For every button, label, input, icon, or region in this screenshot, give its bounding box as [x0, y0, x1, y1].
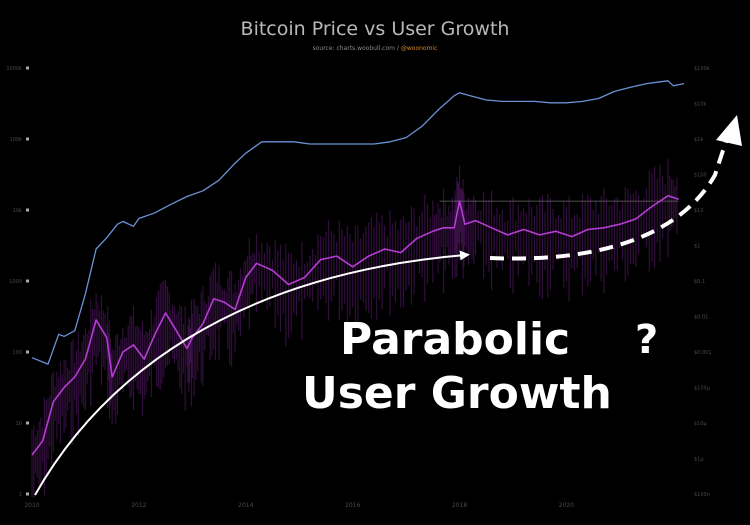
- left-axis-tick-label: 100: [12, 350, 22, 356]
- source-handle: @woonomic: [400, 45, 438, 52]
- right-axis-tick-label: $10k: [694, 102, 707, 108]
- right-axis-tick-label: $0.01: [694, 315, 708, 321]
- chart-source: source: charts.woobull.com / @woonomic: [0, 45, 750, 52]
- right-axis-tick-label: $100: [694, 173, 707, 179]
- chart-title: Bitcoin Price vs User Growth: [240, 18, 510, 40]
- left-axis-tick-label: 100k: [10, 137, 23, 143]
- left-axis-tick-label: 10: [16, 421, 22, 427]
- x-axis-tick-label: 2014: [238, 502, 253, 509]
- left-axis-tick-label: 1: [19, 492, 22, 498]
- source-text: source: charts.woobull.com /: [312, 45, 399, 52]
- left-axis-tick-label: 10k: [13, 208, 22, 214]
- left-axis-tick-mark: [26, 492, 29, 496]
- left-axis-tick-mark: [26, 66, 29, 70]
- left-axis-tick-mark: [26, 350, 29, 354]
- x-axis-tick-label: 2012: [131, 502, 146, 509]
- x-axis-tick-label: 2020: [559, 502, 574, 509]
- price-series-line: [31, 80, 685, 365]
- projection-arrowhead: [716, 115, 742, 146]
- right-axis-tick-label: $100µ: [694, 386, 711, 392]
- left-axis-tick-label: 1000k: [6, 66, 22, 72]
- left-axis-tick-mark: [26, 279, 29, 283]
- right-axis-tick-label: $1k: [694, 137, 703, 143]
- right-axis-tick-label: $0.001: [694, 350, 712, 356]
- left-axis-tick-mark: [26, 137, 29, 141]
- right-axis-tick-label: $0.1: [694, 279, 705, 285]
- parabolic-growth-arrow: [34, 250, 470, 496]
- left-axis-tick-mark: [26, 421, 29, 425]
- left-axis-tick-label: 1000: [9, 279, 22, 285]
- right-axis-tick-label: $10µ: [694, 421, 708, 427]
- annotation-user-growth: User Growth: [302, 368, 612, 419]
- right-axis-tick-label: $1µ: [694, 457, 704, 463]
- user-growth-series-line: [31, 195, 679, 456]
- x-axis-tick-label: 2018: [452, 502, 467, 509]
- projection-dashed-arrow: [489, 134, 730, 261]
- right-axis-tick-label: $10: [694, 208, 704, 214]
- annotation-question-mark: ?: [635, 317, 659, 363]
- right-axis-tick-label: $100k: [694, 66, 710, 72]
- right-axis-tick-label: $1: [694, 244, 700, 250]
- x-axis-tick-label: 2010: [24, 502, 39, 509]
- x-axis-tick-label: 2016: [345, 502, 360, 509]
- left-axis-tick-mark: [26, 208, 29, 212]
- right-axis-tick-label: $100n: [694, 492, 710, 498]
- annotation-parabolic: Parabolic: [340, 314, 571, 365]
